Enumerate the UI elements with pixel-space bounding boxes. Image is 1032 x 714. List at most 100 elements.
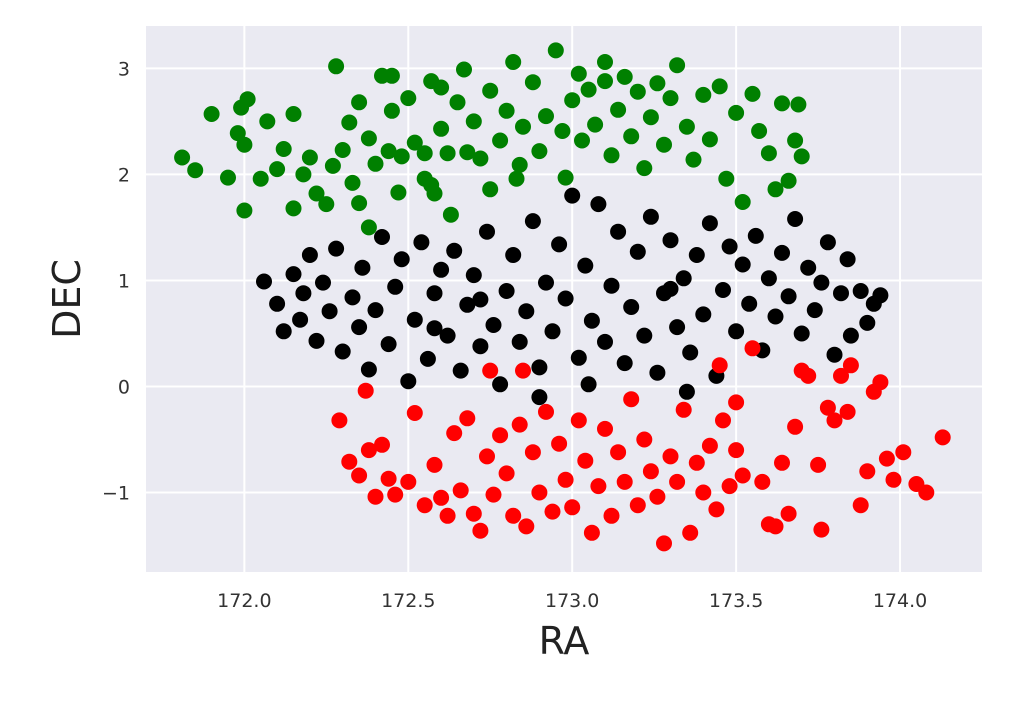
data-point-series-1 xyxy=(833,285,849,302)
data-point-series-2 xyxy=(577,452,594,469)
data-point-series-0 xyxy=(547,42,564,59)
data-point-series-2 xyxy=(780,505,797,522)
data-point-series-0 xyxy=(433,120,450,137)
data-point-series-0 xyxy=(574,132,590,149)
data-point-series-0 xyxy=(252,170,269,187)
data-point-series-2 xyxy=(524,444,541,461)
data-point-series-2 xyxy=(498,465,515,482)
data-point-series-2 xyxy=(878,450,895,467)
data-point-series-1 xyxy=(426,285,443,302)
data-point-series-0 xyxy=(360,219,377,236)
y-tick-label: −1 xyxy=(102,482,130,504)
data-point-series-2 xyxy=(744,340,761,357)
data-point-series-1 xyxy=(400,373,417,390)
data-point-series-0 xyxy=(442,206,459,223)
data-point-series-0 xyxy=(603,147,620,164)
data-point-series-1 xyxy=(642,208,659,225)
data-point-series-0 xyxy=(328,58,345,75)
data-point-series-0 xyxy=(511,156,528,173)
data-point-series-0 xyxy=(492,132,509,149)
data-point-series-0 xyxy=(711,78,728,95)
data-point-series-0 xyxy=(616,68,633,85)
x-tick-labels: 172.0 172.5 173.0 173.5 174.0 xyxy=(217,590,927,612)
data-point-series-0 xyxy=(531,143,548,160)
data-point-series-2 xyxy=(387,486,404,503)
data-point-series-1 xyxy=(387,278,404,295)
data-point-series-0 xyxy=(774,95,790,112)
data-point-series-0 xyxy=(701,131,718,148)
data-point-series-0 xyxy=(465,113,482,130)
data-point-series-2 xyxy=(551,435,568,452)
data-point-series-0 xyxy=(656,136,672,153)
data-point-series-2 xyxy=(544,503,561,520)
data-point-series-1 xyxy=(360,361,377,378)
data-point-series-0 xyxy=(285,200,302,217)
data-point-series-0 xyxy=(515,118,531,135)
data-point-series-0 xyxy=(662,90,679,107)
data-point-series-2 xyxy=(433,489,450,506)
data-point-series-0 xyxy=(793,148,810,165)
data-point-series-1 xyxy=(872,287,889,304)
data-point-series-0 xyxy=(301,149,318,166)
data-point-series-1 xyxy=(636,327,653,344)
x-tick-label: 173.5 xyxy=(709,590,763,612)
data-point-series-0 xyxy=(580,81,597,98)
data-point-series-0 xyxy=(269,161,286,178)
data-point-series-1 xyxy=(505,247,522,263)
data-point-series-0 xyxy=(318,196,335,213)
data-point-series-2 xyxy=(564,499,581,516)
data-point-series-2 xyxy=(590,478,607,495)
data-point-series-0 xyxy=(383,67,400,84)
data-point-series-2 xyxy=(518,518,535,535)
data-point-series-0 xyxy=(728,104,745,121)
data-point-series-0 xyxy=(760,145,777,162)
data-point-series-2 xyxy=(623,391,640,408)
data-point-series-0 xyxy=(597,73,613,90)
data-point-series-0 xyxy=(780,172,797,189)
data-point-series-0 xyxy=(623,128,640,145)
data-point-series-1 xyxy=(577,257,594,274)
data-point-series-0 xyxy=(383,102,400,119)
data-point-series-1 xyxy=(433,261,450,278)
data-point-series-0 xyxy=(482,82,499,99)
data-point-series-2 xyxy=(374,436,390,453)
data-point-series-0 xyxy=(767,181,784,198)
data-point-series-1 xyxy=(498,283,515,299)
data-point-series-1 xyxy=(472,291,489,308)
data-point-series-2 xyxy=(331,412,348,429)
data-point-series-0 xyxy=(285,106,302,122)
data-point-series-1 xyxy=(301,247,318,263)
data-point-series-1 xyxy=(806,302,823,319)
data-point-series-1 xyxy=(669,319,686,336)
data-point-series-0 xyxy=(236,136,253,153)
data-point-series-2 xyxy=(511,416,528,433)
data-point-series-2 xyxy=(446,425,463,442)
data-point-series-2 xyxy=(734,467,751,484)
data-point-series-1 xyxy=(570,349,587,366)
data-point-series-1 xyxy=(315,274,331,291)
data-point-series-1 xyxy=(511,333,528,350)
data-point-series-0 xyxy=(456,61,472,78)
data-point-series-0 xyxy=(259,113,276,130)
data-point-series-2 xyxy=(682,524,699,541)
data-point-series-2 xyxy=(367,488,384,505)
data-point-series-0 xyxy=(174,149,191,166)
data-point-series-1 xyxy=(695,306,712,323)
data-point-series-0 xyxy=(557,169,574,186)
data-point-series-2 xyxy=(426,456,443,473)
data-point-series-2 xyxy=(711,357,728,374)
data-point-series-1 xyxy=(741,295,758,312)
data-point-series-1 xyxy=(367,302,384,319)
data-point-series-1 xyxy=(531,389,548,406)
data-point-series-2 xyxy=(728,394,745,411)
data-point-series-1 xyxy=(728,323,745,340)
data-point-series-1 xyxy=(295,285,312,302)
data-point-series-0 xyxy=(324,157,341,174)
x-tick-label: 172.5 xyxy=(381,590,435,612)
data-point-series-1 xyxy=(564,187,581,204)
data-point-series-1 xyxy=(774,244,790,261)
data-point-series-0 xyxy=(360,130,377,147)
data-point-series-2 xyxy=(616,473,633,490)
data-point-series-2 xyxy=(351,467,368,484)
